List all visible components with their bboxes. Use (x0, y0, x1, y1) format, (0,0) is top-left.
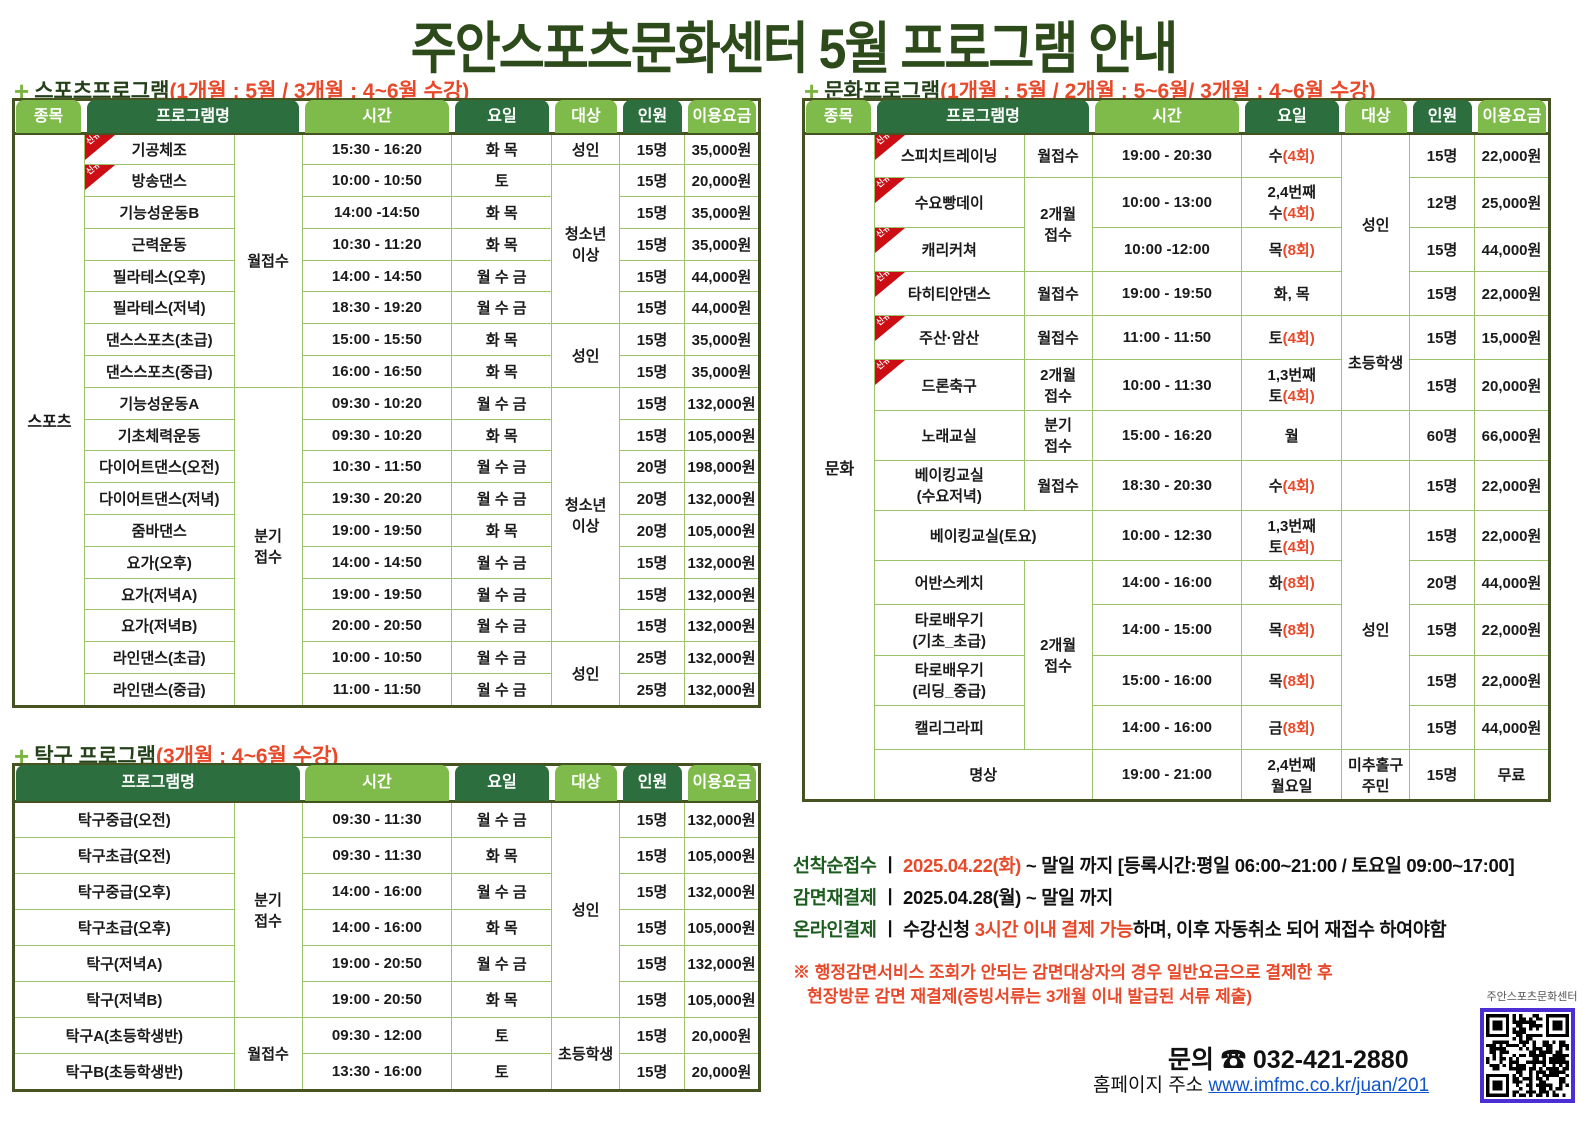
svg-text:신규: 신규 (85, 135, 102, 147)
svg-text:신규: 신규 (875, 316, 892, 328)
svg-text:신규: 신규 (875, 135, 892, 147)
svg-text:신규: 신규 (85, 165, 102, 177)
svg-text:신규: 신규 (875, 178, 892, 190)
svg-text:신규: 신규 (875, 360, 892, 372)
svg-text:신규: 신규 (875, 228, 892, 240)
svg-text:신규: 신규 (875, 272, 892, 284)
